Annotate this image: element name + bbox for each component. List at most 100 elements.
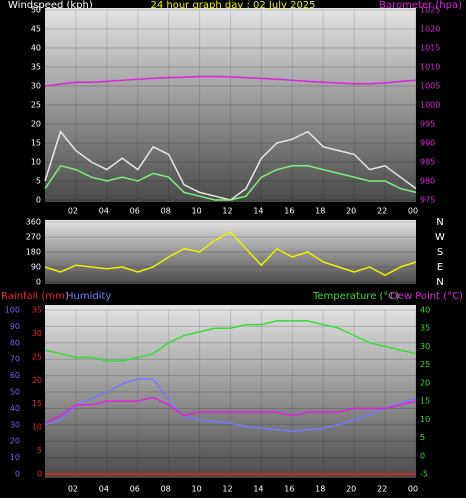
- series-line: [44, 378, 417, 433]
- y-tick-label: 0: [36, 196, 41, 205]
- y2-tick-label: 20: [420, 378, 430, 387]
- compass-label: E: [437, 262, 443, 273]
- y2-tick-label: 25: [420, 360, 430, 369]
- y-tick-label: 90: [10, 322, 20, 331]
- chart-title: 24 hour graph day : 02 July 2025: [150, 0, 315, 11]
- y2-tick-label: 1000: [420, 101, 440, 110]
- plot-background: [45, 220, 416, 284]
- y-tick-label: 10: [31, 158, 41, 167]
- x-tick-label: 14: [253, 207, 263, 216]
- x-tick-label: 22: [377, 485, 387, 494]
- x-tick-label: 22: [377, 207, 387, 216]
- x-tick-label: 12: [222, 207, 232, 216]
- y2-tick-label: 1025: [420, 6, 440, 15]
- legend-label: Temperature (°C): [312, 291, 399, 302]
- y-tick-label: 40: [10, 404, 20, 413]
- x-tick-label: 06: [130, 485, 140, 494]
- x-tick-label: 04: [99, 207, 109, 216]
- y3-tick-label: 25: [32, 352, 42, 361]
- y-tick-label: 0: [36, 278, 41, 287]
- series-line: [44, 231, 417, 277]
- y2-tick-label: 975: [420, 196, 435, 205]
- y3-tick-label: 30: [32, 329, 42, 338]
- x-tick-label: 20: [346, 207, 356, 216]
- compass-label: N: [436, 217, 443, 228]
- y2-tick-label: 15: [420, 397, 430, 406]
- y3-tick-label: 35: [32, 306, 42, 315]
- x-tick-label: 08: [161, 207, 171, 216]
- series-line: [44, 320, 417, 362]
- x-tick-label: 00: [408, 207, 418, 216]
- y-tick-label: 40: [31, 44, 41, 53]
- y3-tick-label: 0: [37, 470, 42, 479]
- y-tick-label: 0: [15, 470, 20, 479]
- x-tick-label: 02: [68, 485, 78, 494]
- x-tick-label: 16: [284, 485, 294, 494]
- compass-label: S: [437, 247, 443, 258]
- x-tick-label: 14: [253, 485, 263, 494]
- y2-tick-label: 995: [420, 120, 435, 129]
- y3-tick-label: 5: [37, 446, 42, 455]
- legend-label: Humidity: [66, 291, 111, 302]
- y2-tick-label: 5: [420, 433, 425, 442]
- x-tick-label: 18: [315, 207, 325, 216]
- y2-tick-label: 10: [420, 415, 430, 424]
- x-tick-label: 04: [99, 485, 109, 494]
- x-tick-label: 20: [346, 485, 356, 494]
- y-tick-label: 30: [10, 420, 20, 429]
- y-tick-label: 70: [10, 355, 20, 364]
- y3-tick-label: 20: [32, 376, 42, 385]
- y-tick-label: 20: [31, 120, 41, 129]
- y-tick-label: 50: [10, 388, 20, 397]
- y2-tick-label: 1010: [420, 63, 440, 72]
- y-tick-label: 50: [31, 6, 41, 15]
- series-line: [44, 164, 417, 201]
- y2-tick-label: 35: [420, 324, 430, 333]
- y-tick-label: 360: [26, 218, 41, 227]
- x-tick-label: 06: [130, 207, 140, 216]
- y-tick-label: 25: [31, 101, 41, 110]
- y-tick-label: 270: [26, 233, 41, 242]
- y2-tick-label: 1020: [420, 25, 440, 34]
- y3-tick-label: 10: [32, 423, 42, 432]
- y2-tick-label: 980: [420, 177, 435, 186]
- compass-label: W: [435, 232, 445, 243]
- x-tick-label: 10: [191, 485, 201, 494]
- y2-tick-label: 40: [420, 306, 430, 315]
- y2-tick-label: 30: [420, 342, 430, 351]
- legend-label: Dew Point (°C): [390, 291, 463, 302]
- y2-axis-title: Barometer (hpa): [379, 0, 462, 11]
- compass-label: N: [436, 277, 443, 288]
- y-tick-label: 180: [26, 248, 41, 257]
- y-tick-label: 30: [31, 82, 41, 91]
- y3-tick-label: 15: [32, 399, 42, 408]
- y2-tick-label: 985: [420, 158, 435, 167]
- x-tick-label: 02: [68, 207, 78, 216]
- y2-tick-label: 1005: [420, 82, 440, 91]
- y-tick-label: 60: [10, 371, 20, 380]
- y-axis-title: Windspeed (kph): [8, 0, 93, 11]
- y2-tick-label: 990: [420, 139, 435, 148]
- x-tick-label: 00: [408, 485, 418, 494]
- y-tick-label: 35: [31, 63, 41, 72]
- y-tick-label: 45: [31, 25, 41, 34]
- y2-tick-label: 0: [420, 451, 425, 460]
- y-tick-label: 10: [10, 453, 20, 462]
- x-tick-label: 10: [191, 207, 201, 216]
- x-tick-label: 18: [315, 485, 325, 494]
- y-tick-label: 100: [5, 306, 20, 315]
- series-line: [44, 396, 417, 424]
- x-tick-label: 12: [222, 485, 232, 494]
- series-line: [44, 75, 417, 87]
- y-tick-label: 5: [36, 177, 41, 186]
- y2-tick-label: -5: [420, 470, 428, 479]
- y-tick-label: 90: [31, 263, 41, 272]
- y-tick-label: 80: [10, 338, 20, 347]
- legend-label: Rainfall (mm): [1, 291, 69, 302]
- x-tick-label: 16: [284, 207, 294, 216]
- y-tick-label: 20: [10, 437, 20, 446]
- y2-tick-label: 1015: [420, 44, 440, 53]
- y-tick-label: 15: [31, 139, 41, 148]
- x-tick-label: 08: [161, 485, 171, 494]
